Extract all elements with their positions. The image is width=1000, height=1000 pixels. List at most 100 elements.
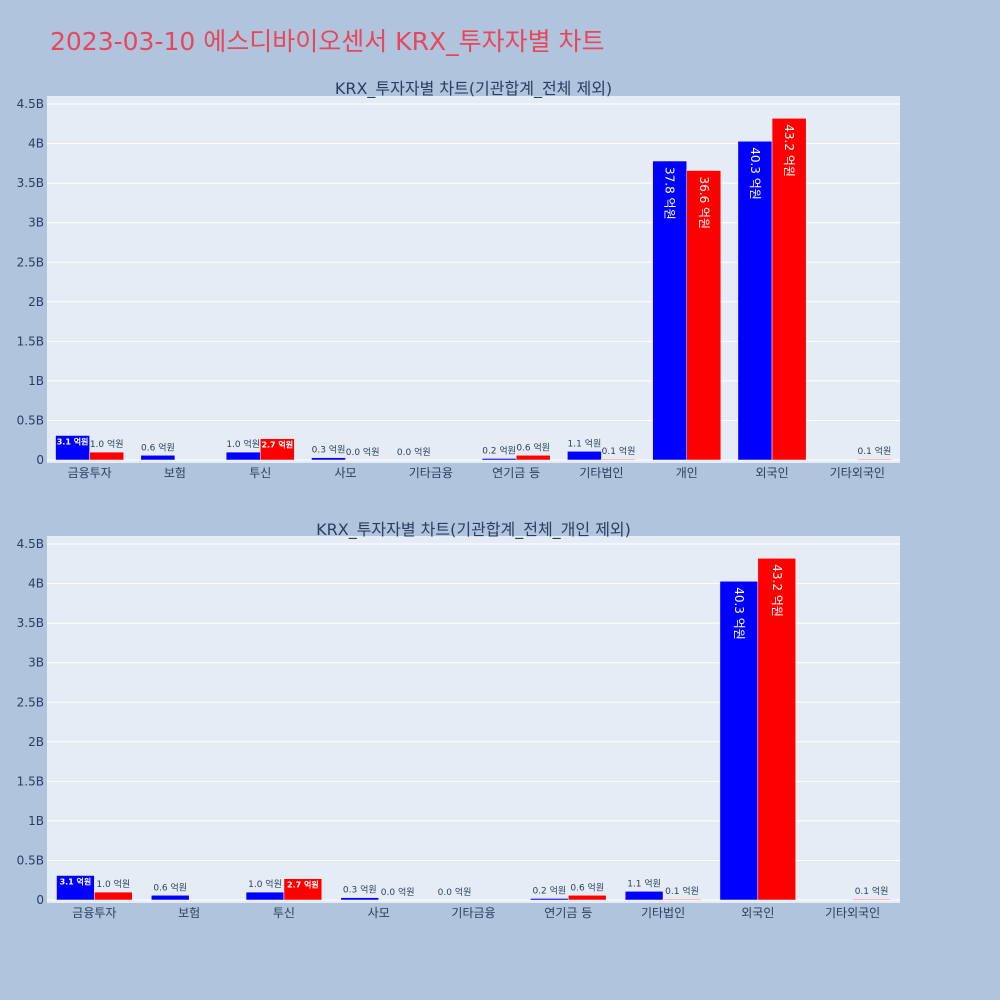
data-label: 0.0 억원	[397, 446, 431, 458]
x-tick-label: 연기금 등	[492, 466, 540, 480]
x-tick-label: 외국인	[755, 466, 788, 480]
buy-bar	[481, 458, 517, 461]
sell-bar	[686, 170, 722, 461]
buy-bar	[55, 435, 90, 461]
y-tick-label: 1.5B	[17, 334, 44, 348]
sell-bar	[852, 898, 891, 901]
data-label: 40.3 억원	[732, 587, 746, 640]
x-tick-label: 연기금 등	[544, 906, 592, 920]
y-tick-label: 2B	[28, 295, 44, 309]
y-tick-label: 4B	[28, 137, 44, 151]
y-tick-label: 0	[36, 453, 44, 467]
x-tick-label: 기타외국인	[830, 466, 885, 480]
chart-title: KRX_투자자별 차트(기관합계_전체 제외)	[335, 79, 612, 99]
data-label: 3.1 억원	[60, 876, 92, 886]
data-label: 0.3 억원	[343, 884, 377, 896]
data-label: 1.1 억원	[627, 877, 661, 889]
y-tick-label: 3.5B	[17, 176, 44, 190]
sell-bar	[568, 895, 607, 901]
buy-bar	[530, 898, 569, 901]
x-tick-label: 사모	[335, 466, 357, 480]
x-tick-label: 기타금융	[409, 466, 453, 480]
data-label: 0.1 억원	[602, 445, 636, 457]
buy-bar	[140, 455, 176, 461]
sell-bar	[857, 458, 892, 461]
data-label: 3.1 억원	[57, 436, 89, 446]
chart-panel-2: 0 0.5B 1B 1.5B 2B 2.5B 3B 3.5B 4B 4.5B KRX_투자자별 차트…	[17, 520, 900, 920]
data-label: 2.7 억원	[261, 440, 293, 450]
chart-title: KRX_투자자별 차트(기관합계_전체_개인 제외)	[316, 520, 631, 540]
buy-bar	[340, 897, 379, 901]
y-tick-label: 3.5B	[17, 616, 44, 630]
data-label: 0.0 억원	[438, 886, 472, 898]
data-label: 0.6 억원	[570, 881, 604, 893]
data-label: 1.0 억원	[96, 878, 130, 890]
data-label: 2.7 억원	[287, 880, 319, 890]
x-tick-label: 보험	[178, 906, 200, 920]
sell-bar	[601, 458, 636, 461]
buy-bar	[245, 891, 285, 901]
y-tick-label: 2B	[28, 735, 44, 749]
buy-bar	[56, 875, 95, 901]
x-tick-label: 투신	[273, 906, 295, 920]
sell-bar	[771, 118, 807, 461]
buy-bar	[151, 895, 190, 901]
buy-bar	[311, 457, 346, 461]
chart-panel-1: 0 0.5B 1B 1.5B 2B 2.5B 3B 3.5B 4B 4.5B KRX_투자자별 차트…	[17, 79, 900, 480]
data-label: 1.0 억원	[248, 878, 282, 890]
data-label: 43.2 억원	[770, 564, 784, 617]
y-tick-label: 4B	[28, 577, 44, 591]
sell-bar	[283, 878, 323, 901]
y-tick-label: 4.5B	[17, 97, 44, 111]
y-tick-label: 1.5B	[17, 774, 44, 788]
y-tick-label: 2.5B	[17, 695, 44, 709]
y-tick-label: 4.5B	[17, 537, 44, 551]
x-tick-label: 개인	[676, 466, 698, 480]
buy-bar	[652, 160, 688, 461]
x-tick-label: 금융투자	[72, 906, 116, 920]
x-tick-label: 금융투자	[68, 466, 112, 480]
buy-bar	[624, 891, 664, 901]
data-label: 40.3 억원	[748, 147, 762, 200]
data-label: 0.0 억원	[346, 446, 380, 458]
data-label: 0.1 억원	[665, 885, 699, 897]
y-tick-label: 1B	[28, 814, 44, 828]
sell-bar	[89, 451, 125, 461]
y-tick-label: 0.5B	[17, 413, 44, 427]
y-tick-label: 0.5B	[17, 853, 44, 867]
page-title: 2023-03-10 에스디바이오센서 KRX_투자자별 차트	[50, 27, 605, 56]
x-tick-label: 기타법인	[641, 906, 685, 920]
sell-bar	[515, 455, 551, 461]
data-label: 1.0 억원	[90, 438, 124, 450]
y-tick-label: 3B	[28, 656, 44, 670]
data-label: 0.0 억원	[381, 886, 415, 898]
x-tick-label: 기타외국인	[825, 906, 880, 920]
data-label: 0.2 억원	[532, 884, 566, 896]
buy-bar	[719, 580, 759, 901]
x-tick-label: 사모	[368, 906, 390, 920]
data-label: 0.3 억원	[312, 444, 346, 456]
data-label: 43.2 억원	[782, 124, 796, 177]
data-label: 0.2 억원	[482, 444, 516, 456]
sell-bar	[94, 891, 133, 901]
x-tick-label: 투신	[249, 466, 271, 480]
y-tick-label: 0	[36, 893, 44, 907]
y-tick-label: 1B	[28, 374, 44, 388]
buy-bar	[225, 451, 261, 461]
data-label: 37.8 억원	[663, 167, 677, 220]
data-label: 0.1 억원	[858, 445, 892, 457]
data-label: 0.6 억원	[516, 441, 550, 453]
buy-bar	[567, 451, 602, 461]
x-tick-label: 외국인	[741, 906, 774, 920]
data-label: 0.6 억원	[153, 881, 187, 893]
x-tick-label: 보험	[164, 466, 186, 480]
sell-bar	[260, 438, 295, 461]
data-label: 1.1 억원	[568, 437, 602, 449]
x-tick-label: 기타금융	[451, 906, 495, 920]
y-tick-label: 3B	[28, 216, 44, 230]
data-label: 0.6 억원	[141, 441, 175, 453]
sell-bar	[662, 898, 702, 901]
y-tick-label: 2.5B	[17, 255, 44, 269]
data-label: 1.0 억원	[226, 438, 260, 450]
